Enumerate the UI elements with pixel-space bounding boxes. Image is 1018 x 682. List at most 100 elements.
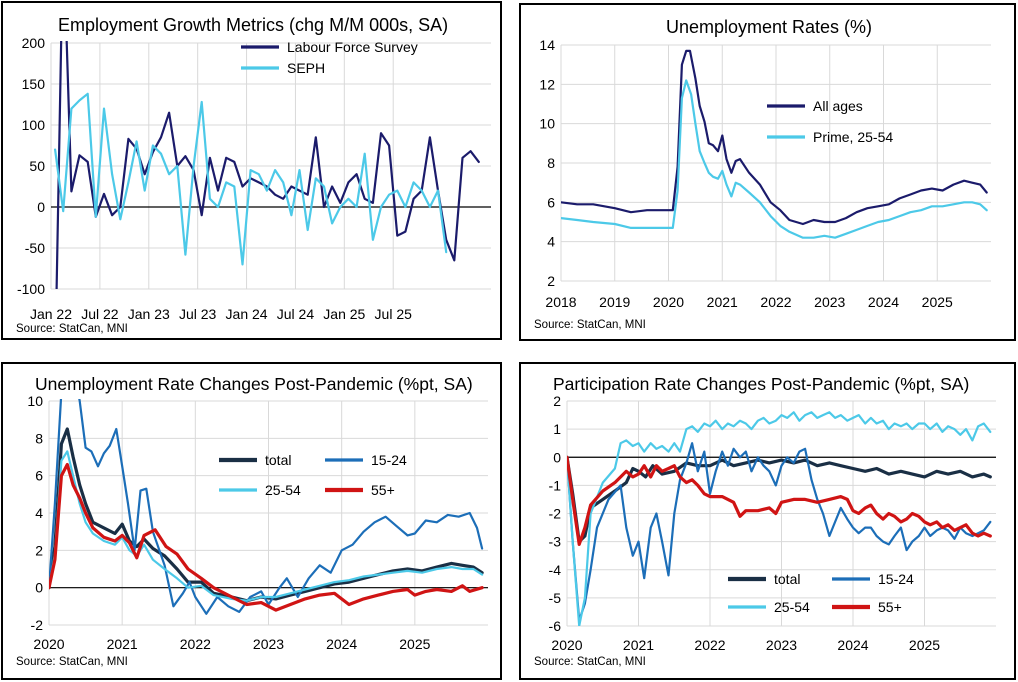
y-tick-label: 1: [553, 421, 561, 437]
chart-title: Participation Rate Changes Post-Pandemic…: [553, 374, 969, 394]
legend-label: 25-54: [774, 599, 810, 615]
series-line-55-: [49, 462, 484, 612]
participation-changes-plot: -6 -5 -4 -3 -2 -1 0 1 2 2020 2021 2022 2023 2024 2025 P…: [549, 374, 996, 653]
chart-source: Source: StatCan, MNI: [534, 319, 646, 331]
series-line-25-54: [49, 450, 484, 602]
legend-label: Labour Force Survey: [287, 39, 418, 55]
employment-growth-plot: -100 -50 0 50 100 150 200 Jan 22 Jul 22 Jan 23 Jul…: [17, 15, 491, 322]
x-tick-label: 2023: [814, 294, 845, 310]
x-tick-label: 2019: [599, 294, 630, 310]
x-tick-label: Jan 25: [323, 306, 365, 322]
y-tick-label: -2: [31, 617, 44, 633]
series-line-15-24: [49, 399, 484, 615]
y-tick-label: 2: [553, 393, 561, 409]
y-tick-label: -6: [549, 618, 562, 634]
y-tick-label: 4: [547, 234, 555, 250]
participation-changes-chart: -6 -5 -4 -3 -2 -1 0 1 2 2020 2021 2022 2023 2024 2025 P…: [519, 362, 1016, 680]
x-tick-label: Jul 25: [375, 306, 413, 322]
legend-label: total: [774, 571, 800, 587]
y-tick-label: 0: [35, 580, 43, 596]
legend-label: 55+: [371, 482, 395, 498]
x-tick-label: 2021: [107, 636, 138, 652]
chart-title: Unemployment Rate Changes Post-Pandemic …: [35, 374, 473, 394]
legend-label: Prime, 25-54: [813, 129, 893, 145]
y-tick-label: 6: [35, 468, 43, 484]
x-tick-label: 2022: [180, 636, 211, 652]
series-line-25-54: [567, 411, 992, 626]
x-tick-label: 2023: [253, 636, 284, 652]
series-lines: [561, 49, 988, 239]
y-tick-label: 0: [37, 199, 45, 215]
x-tick-label: 2025: [922, 294, 953, 310]
legend: total 15-24 25-54 55+: [728, 571, 914, 615]
y-tick-label: 6: [547, 194, 555, 210]
x-tick-label: 2023: [766, 637, 797, 653]
series-lines: [49, 399, 484, 615]
y-tick-label: 100: [22, 117, 46, 133]
x-tick-label: 2024: [868, 294, 899, 310]
employment-growth-chart: -100 -50 0 50 100 150 200 Jan 22 Jul 22 Jan 23 Jul…: [1, 1, 502, 340]
x-tick-label: 2022: [760, 294, 791, 310]
chart-source: Source: StatCan, MNI: [534, 656, 646, 668]
x-tick-label: 2021: [623, 637, 654, 653]
y-tick-label: 14: [539, 37, 555, 53]
legend-label: total: [265, 452, 291, 468]
chart-source: Source: StatCan, MNI: [16, 656, 128, 668]
x-tick-label: 2024: [837, 637, 868, 653]
chart-title: Unemployment Rates (%): [666, 17, 872, 37]
x-tick-label: 2018: [545, 294, 576, 310]
y-tick-label: 12: [539, 76, 555, 92]
legend-label: All ages: [813, 98, 863, 114]
series-lines: [54, 41, 480, 289]
chart-source: Source: StatCan, MNI: [16, 323, 128, 335]
legend-label: 55+: [878, 599, 902, 615]
x-tick-label: Jul 22: [81, 306, 119, 322]
y-tick-label: -5: [549, 590, 562, 606]
y-tick-label: 4: [35, 505, 43, 521]
y-tick-label: 10: [539, 116, 555, 132]
gridlines: [566, 400, 996, 627]
x-tick-label: 2020: [653, 294, 684, 310]
legend: Labour Force Survey SEPH: [241, 39, 418, 76]
x-tick-label: 2024: [326, 636, 357, 652]
series-line-15-24: [567, 442, 992, 622]
x-tick-label: Jan 24: [226, 306, 268, 322]
legend-label: 25-54: [265, 482, 301, 498]
unemployment-changes-chart: -2 0 2 4 6 8 10 2020 2021 2022 2023 2024 2025 Unemplo…: [1, 362, 502, 680]
y-tick-label: 0: [553, 449, 561, 465]
series-line-prime-25-54: [561, 79, 988, 239]
legend: All ages Prime, 25-54: [767, 98, 893, 145]
x-tick-label: Jan 23: [128, 306, 170, 322]
unemployment-changes-plot: -2 0 2 4 6 8 10 2020 2021 2022 2023 2024 2025 Unemplo…: [27, 374, 488, 652]
x-tick-label: 2020: [33, 636, 64, 652]
series-line-all-ages: [561, 49, 988, 226]
y-tick-label: 50: [29, 158, 45, 174]
series-line-seph: [54, 92, 448, 266]
legend-label: SEPH: [287, 60, 325, 76]
y-tick-label: 2: [547, 273, 555, 289]
y-tick-label: -2: [549, 506, 562, 522]
series-line-55-: [567, 455, 992, 546]
y-tick-label: 150: [22, 76, 46, 92]
x-tick-label: Jul 24: [277, 306, 315, 322]
x-tick-label: 2022: [694, 637, 725, 653]
x-tick-label: 2021: [707, 294, 738, 310]
y-tick-label: 10: [27, 393, 43, 409]
chart-title: Employment Growth Metrics (chg M/M 000s,…: [58, 15, 448, 35]
y-tick-label: -3: [549, 534, 562, 550]
gridlines: [48, 400, 488, 626]
y-tick-label: -4: [549, 562, 562, 578]
x-tick-label: 2025: [399, 636, 430, 652]
series-lines: [567, 411, 992, 626]
series-line-total: [49, 427, 484, 603]
series-line-total: [567, 455, 992, 544]
legend: total 15-24 25-54 55+: [219, 452, 407, 498]
legend-label: 15-24: [371, 452, 407, 468]
y-tick-label: -50: [25, 240, 45, 256]
y-tick-label: 200: [22, 35, 46, 51]
y-tick-label: -100: [17, 281, 45, 297]
gridlines: [560, 44, 991, 282]
x-tick-label: 2025: [909, 637, 940, 653]
y-tick-label: 8: [547, 155, 555, 171]
x-tick-label: 2020: [551, 637, 582, 653]
